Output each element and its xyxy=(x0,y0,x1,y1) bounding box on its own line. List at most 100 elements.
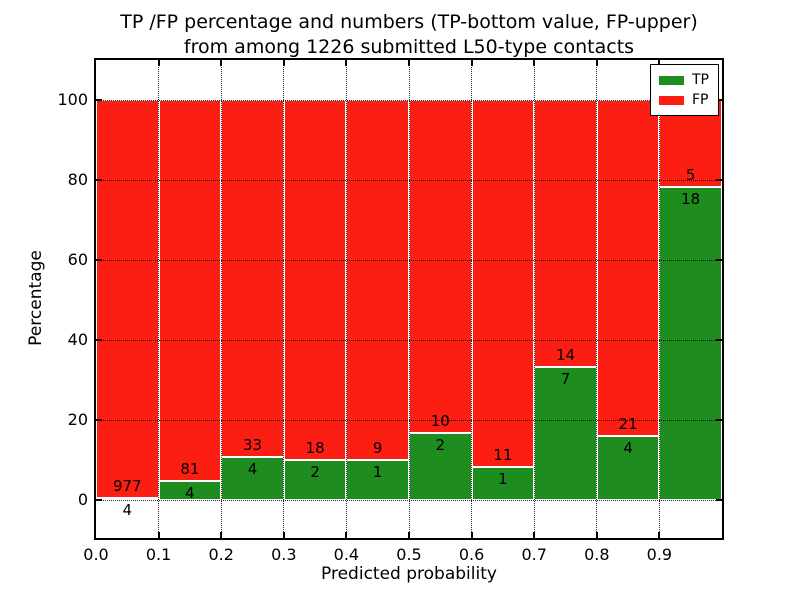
y-tick-mark xyxy=(716,99,722,101)
x-tick-mark xyxy=(157,60,160,66)
horizontal-gridline xyxy=(96,180,722,181)
x-tick-label: 0.9 xyxy=(646,545,673,564)
x-tick-mark xyxy=(282,60,285,66)
legend-row-tp: TP xyxy=(659,70,709,90)
y-tick-mark xyxy=(96,339,102,341)
tp-count-label: 1 xyxy=(372,463,383,481)
x-tick-mark xyxy=(470,60,473,66)
y-tick-mark xyxy=(716,339,722,341)
y-tick-label: 60 xyxy=(67,250,88,269)
x-tick-mark xyxy=(658,60,661,66)
x-tick-mark xyxy=(470,532,473,538)
chart-title: TP /FP percentage and numbers (TP-bottom… xyxy=(94,10,724,60)
tp-count-label: 4 xyxy=(185,484,195,503)
x-tick-mark xyxy=(595,60,598,66)
y-tick-label: 100 xyxy=(57,90,88,109)
legend-label-tp: TP xyxy=(692,72,709,88)
horizontal-gridline xyxy=(96,420,722,421)
y-tick-mark xyxy=(716,259,722,261)
y-tick-mark xyxy=(96,499,102,501)
x-tick-mark xyxy=(345,60,348,66)
y-tick-mark xyxy=(96,419,102,421)
y-tick-mark xyxy=(96,99,102,101)
bar-segment-fp xyxy=(596,100,660,436)
fp-count-label: 10 xyxy=(430,412,450,431)
tp-count-label: 4 xyxy=(247,459,258,478)
bar-segment-fp xyxy=(346,100,409,460)
y-tick-mark xyxy=(716,419,722,421)
vertical-gridline xyxy=(220,60,222,538)
tp-count-label: 2 xyxy=(310,463,320,481)
bar-segment-fp xyxy=(283,100,347,460)
y-tick-mark xyxy=(716,179,722,181)
x-tick-label: 0.0 xyxy=(83,545,109,564)
vertical-gridline xyxy=(283,60,285,538)
y-axis-label: Percentage xyxy=(26,250,46,346)
x-tick-label: 0.6 xyxy=(458,545,485,564)
x-axis-label: Predicted probability xyxy=(321,564,497,584)
chart-title-line2: from among 1226 submitted L50-type conta… xyxy=(183,36,635,58)
x-tick-label: 0.4 xyxy=(333,545,360,564)
x-tick-mark xyxy=(408,532,410,538)
vertical-gridline xyxy=(471,60,473,538)
tp-count-label: 4 xyxy=(623,439,633,457)
x-tick-label: 0.2 xyxy=(208,545,234,564)
y-tick-mark xyxy=(96,179,102,181)
vertical-gridline xyxy=(345,60,347,538)
tp-count-label: 4 xyxy=(122,501,133,520)
x-tick-mark xyxy=(595,532,598,538)
y-tick-label: 40 xyxy=(67,330,88,349)
bar-segment-fp xyxy=(409,100,472,434)
x-tick-label: 0.3 xyxy=(271,545,297,564)
legend-swatch-fp xyxy=(659,95,684,105)
bar-segment-fp xyxy=(96,100,159,499)
tp-count-label: 7 xyxy=(560,369,571,388)
y-tick-label: 0 xyxy=(77,490,88,509)
y-tick-label: 80 xyxy=(67,170,88,189)
bar-segment-fp xyxy=(534,100,597,367)
plot-area: 977 4 81 4 33 4 18 2 9 1 10 2 11 1 14 7 21 4 5 18 TP FP xyxy=(94,58,724,540)
tp-count-label: 18 xyxy=(681,189,701,208)
horizontal-gridline xyxy=(96,500,722,501)
bar-segment-tp xyxy=(659,186,722,500)
y-tick-mark xyxy=(716,499,722,501)
fp-count-label: 14 xyxy=(555,345,576,364)
horizontal-gridline xyxy=(96,100,722,101)
x-tick-label: 0.5 xyxy=(396,545,422,564)
tp-count-label: 1 xyxy=(498,469,508,488)
fp-count-label: 21 xyxy=(618,415,638,433)
x-tick-mark xyxy=(345,532,348,538)
bar-segment-fp xyxy=(158,100,222,482)
x-tick-label: 0.7 xyxy=(521,545,547,564)
vertical-gridline xyxy=(658,60,660,538)
fp-count-label: 9 xyxy=(372,439,383,457)
fp-count-label: 33 xyxy=(242,435,263,454)
x-tick-label: 0.8 xyxy=(584,545,610,564)
vertical-gridline xyxy=(408,60,410,538)
tp-count-label: 2 xyxy=(435,436,446,455)
legend-swatch-tp xyxy=(659,75,684,85)
vertical-gridline xyxy=(158,60,160,538)
y-tick-mark xyxy=(96,259,102,261)
legend: TP FP xyxy=(650,64,719,116)
x-tick-mark xyxy=(282,532,285,538)
x-tick-mark xyxy=(220,60,223,66)
x-tick-mark xyxy=(157,532,160,538)
x-tick-mark xyxy=(658,532,661,538)
horizontal-gridline xyxy=(96,340,722,341)
horizontal-gridline xyxy=(96,260,722,261)
vertical-gridline xyxy=(596,60,598,538)
fp-count-label: 18 xyxy=(305,439,325,457)
x-tick-mark xyxy=(533,60,536,66)
bar-segment-fp xyxy=(471,100,535,467)
legend-row-fp: FP xyxy=(659,90,709,110)
bar-segment-tp xyxy=(221,456,284,500)
x-tick-mark xyxy=(408,60,410,66)
x-tick-label: 0.1 xyxy=(145,545,172,564)
bar-segment-fp xyxy=(221,100,284,457)
y-tick-label: 20 xyxy=(67,410,88,429)
legend-label-fp: FP xyxy=(692,92,709,108)
fp-count-label: 5 xyxy=(685,165,696,184)
fp-count-label: 11 xyxy=(493,445,513,464)
